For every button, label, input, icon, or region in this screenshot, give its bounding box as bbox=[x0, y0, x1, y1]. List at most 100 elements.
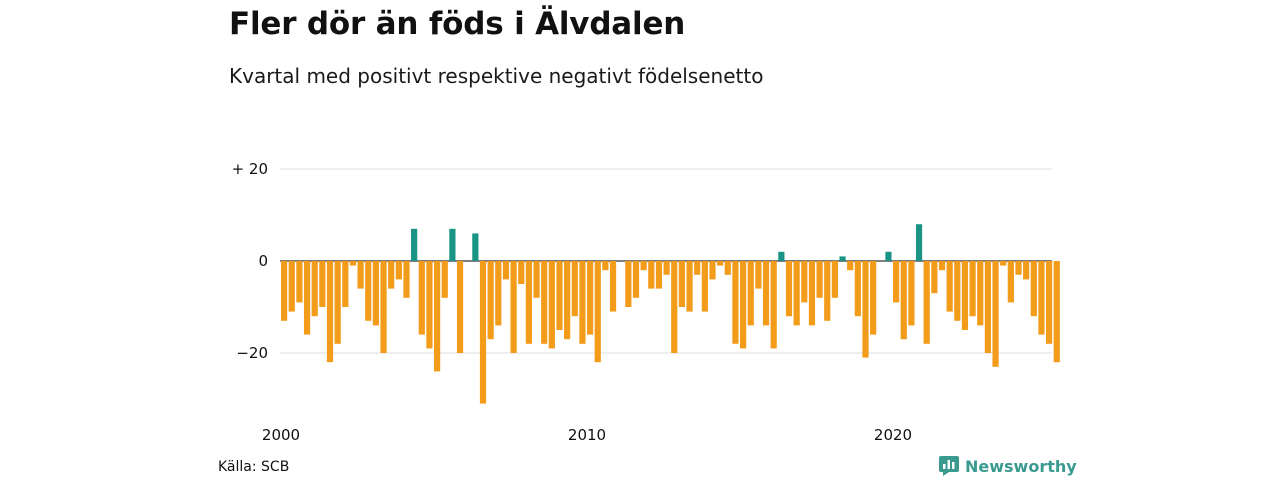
bar bbox=[525, 261, 532, 344]
bar bbox=[441, 261, 448, 298]
bar bbox=[609, 261, 617, 312]
bar bbox=[762, 261, 770, 326]
bar bbox=[847, 261, 854, 271]
bar bbox=[648, 261, 655, 289]
bar bbox=[640, 261, 647, 271]
bar bbox=[816, 261, 823, 298]
bar bbox=[303, 261, 311, 335]
bar bbox=[579, 261, 586, 344]
bar bbox=[839, 256, 846, 261]
bar bbox=[954, 261, 961, 321]
bar bbox=[724, 261, 731, 275]
bar bbox=[594, 261, 601, 363]
bar bbox=[502, 261, 510, 280]
bar bbox=[938, 261, 946, 271]
bar bbox=[449, 228, 456, 261]
bar bbox=[671, 261, 678, 353]
bar bbox=[587, 261, 594, 335]
bar bbox=[395, 261, 402, 280]
bar bbox=[479, 261, 487, 404]
bar bbox=[281, 261, 288, 321]
bar bbox=[426, 261, 433, 349]
bar bbox=[342, 261, 349, 307]
y-tick-label: −20 bbox=[236, 344, 268, 362]
bar bbox=[1038, 261, 1045, 335]
bar bbox=[556, 261, 563, 330]
bar bbox=[311, 261, 318, 317]
bar bbox=[548, 261, 555, 349]
bar bbox=[663, 261, 670, 275]
bar bbox=[357, 261, 364, 289]
x-tick-label: 2000 bbox=[262, 426, 300, 444]
bar bbox=[961, 261, 969, 330]
bar bbox=[946, 261, 953, 312]
bar bbox=[923, 261, 930, 344]
bar bbox=[655, 261, 663, 289]
bar bbox=[403, 261, 410, 298]
newsworthy-logo-icon bbox=[939, 456, 959, 476]
bar bbox=[541, 261, 548, 344]
bar bbox=[747, 261, 754, 326]
bar bbox=[793, 261, 800, 326]
bar bbox=[808, 261, 816, 326]
bar bbox=[288, 261, 295, 312]
source-note: Källa: SCB bbox=[218, 459, 290, 475]
bar bbox=[380, 261, 387, 353]
bar bbox=[931, 261, 938, 294]
bar bbox=[365, 261, 372, 321]
x-tick-label: 2020 bbox=[874, 426, 912, 444]
bar bbox=[885, 251, 892, 261]
bar bbox=[625, 261, 632, 307]
bar bbox=[411, 228, 418, 261]
bar bbox=[785, 261, 793, 317]
bar bbox=[632, 261, 640, 298]
y-tick-label: + 20 bbox=[232, 160, 268, 178]
brand-name: Newsworthy bbox=[965, 456, 1077, 476]
bar bbox=[740, 261, 747, 349]
bar bbox=[908, 261, 915, 326]
bar bbox=[1007, 261, 1014, 303]
bar bbox=[701, 261, 708, 312]
brand-logo[interactable]: Newsworthy bbox=[939, 456, 1077, 476]
bar bbox=[456, 261, 464, 353]
bar bbox=[854, 261, 861, 317]
bar bbox=[418, 261, 425, 335]
bar bbox=[1046, 261, 1053, 344]
bar bbox=[984, 261, 991, 353]
x-tick-label: 2010 bbox=[568, 426, 606, 444]
bar bbox=[709, 261, 716, 280]
bar bbox=[571, 261, 578, 317]
bar bbox=[694, 261, 701, 275]
chart-title: Fler dör än föds i Älvdalen bbox=[229, 6, 686, 42]
bar bbox=[824, 261, 831, 321]
bar bbox=[510, 261, 517, 353]
bar bbox=[326, 261, 334, 363]
bar bbox=[732, 261, 739, 344]
bar bbox=[487, 261, 494, 340]
bar bbox=[602, 261, 609, 271]
bar bbox=[801, 261, 808, 303]
bar bbox=[1015, 261, 1022, 275]
bar bbox=[915, 224, 923, 261]
bar bbox=[977, 261, 984, 326]
bar bbox=[678, 261, 685, 307]
bar bbox=[870, 261, 877, 335]
bar bbox=[319, 261, 326, 307]
y-tick-label: 0 bbox=[258, 252, 268, 270]
bar bbox=[434, 261, 441, 372]
bar bbox=[717, 261, 724, 266]
bar bbox=[334, 261, 341, 344]
bar bbox=[893, 261, 900, 303]
bar bbox=[1000, 261, 1007, 266]
bar bbox=[1053, 261, 1060, 363]
bar bbox=[388, 261, 395, 289]
bar bbox=[564, 261, 571, 340]
bar bbox=[349, 261, 357, 266]
bar bbox=[770, 261, 777, 349]
chart-subtitle: Kvartal med positivt respektive negativt… bbox=[229, 64, 764, 88]
bar bbox=[495, 261, 502, 326]
bar bbox=[992, 261, 999, 367]
bar bbox=[969, 261, 976, 317]
bar bbox=[831, 261, 838, 298]
